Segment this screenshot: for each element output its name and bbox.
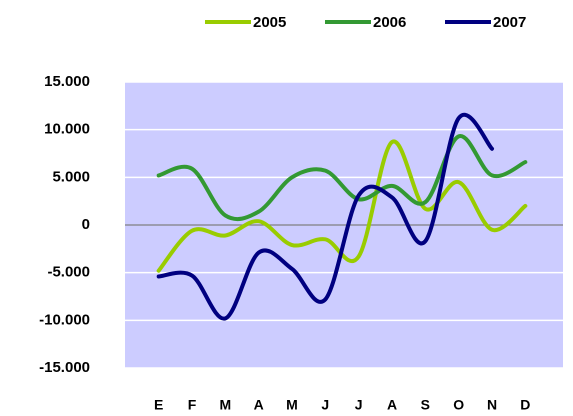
x-tick-label: D — [520, 397, 530, 413]
series-line — [156, 139, 528, 273]
series-line — [156, 113, 494, 321]
x-tick-label: J — [355, 397, 363, 413]
x-tick-label: M — [286, 397, 298, 413]
x-tick-label: O — [453, 397, 464, 413]
y-tick-label: 10.000 — [44, 121, 90, 138]
y-tick-label: 5.000 — [52, 168, 90, 185]
legend-label: 2006 — [373, 14, 406, 31]
y-tick-label: -10.000 — [39, 311, 90, 328]
legend-label: 2007 — [493, 14, 526, 31]
x-tick-label: N — [487, 397, 497, 413]
x-tick-label: M — [219, 397, 231, 413]
y-tick-label: 0 — [82, 216, 90, 233]
y-tick-label: 15.000 — [44, 73, 90, 90]
y-tick-label: -15.000 — [39, 359, 90, 376]
x-tick-label: J — [321, 397, 329, 413]
y-tick-label: -5.000 — [47, 264, 90, 281]
x-tick-label: F — [188, 397, 197, 413]
x-tick-label: A — [254, 397, 264, 413]
x-tick-label: E — [154, 397, 163, 413]
series-line — [156, 134, 528, 222]
x-tick-label: A — [387, 397, 397, 413]
legend-label: 2005 — [253, 14, 286, 31]
x-tick-label: S — [421, 397, 430, 413]
